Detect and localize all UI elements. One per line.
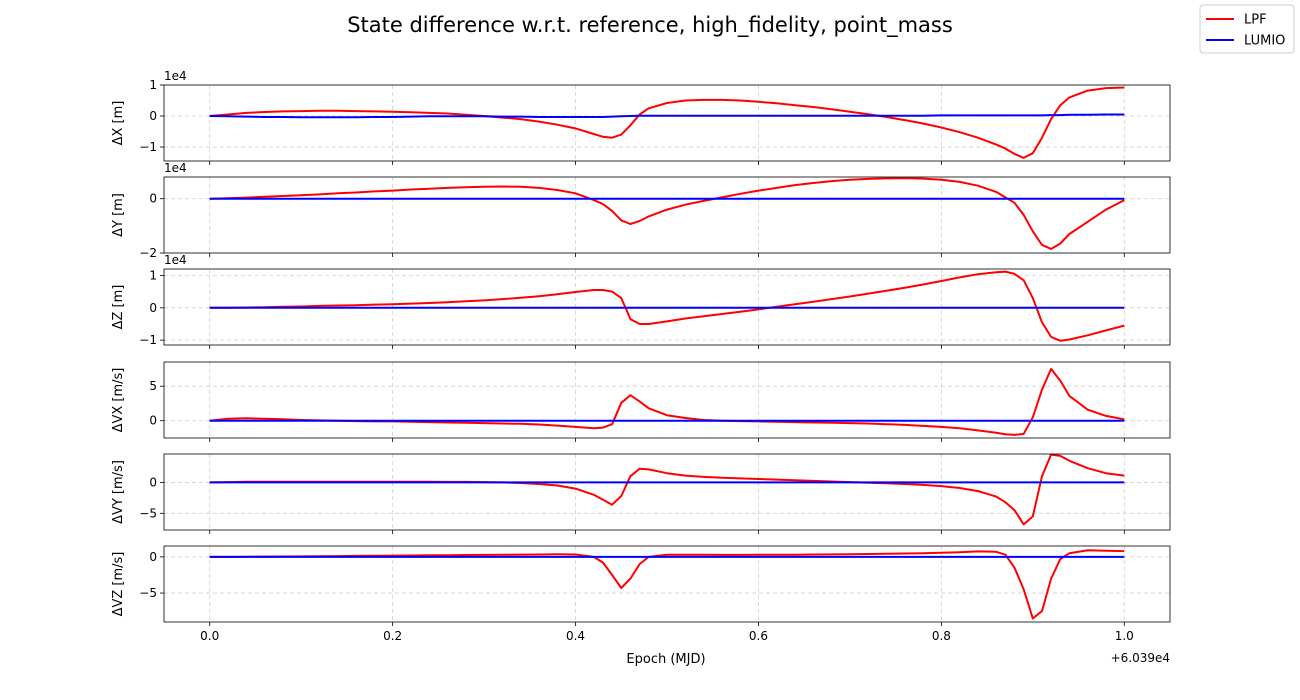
y-tick-label: 0	[149, 475, 157, 489]
y-tick-label: 0	[149, 414, 157, 428]
plot-frame	[163, 268, 1171, 346]
x-tick-label: 0.8	[932, 629, 951, 643]
legend: LPF LUMIO	[1199, 4, 1295, 54]
y-axis-label: ΔX [m]	[111, 101, 126, 146]
y-tick-label: −1	[139, 140, 157, 154]
subplot-3: −1 0 1 ΔZ [m] 1e4	[111, 253, 1171, 349]
plot-frame	[163, 545, 1171, 623]
figure-title: State difference w.r.t. reference, high_…	[347, 13, 953, 38]
subplot-5: −5 0 ΔVY [m/s]	[111, 453, 1171, 534]
plot-frame	[163, 453, 1171, 531]
y-exponent-label: 1e4	[164, 161, 187, 175]
y-exponent-label: 1e4	[164, 69, 187, 83]
y-tick-label: −5	[139, 506, 157, 520]
legend-label-lumio: LUMIO	[1244, 34, 1285, 49]
y-axis-label: ΔY [m]	[111, 193, 126, 237]
plot-area	[164, 177, 1170, 253]
y-axis-label: ΔVZ [m/s]	[111, 552, 126, 617]
series-line-lpf	[209, 270, 1125, 342]
x-tick-label: 0.0	[200, 629, 219, 643]
y-tick-label: 1	[149, 78, 157, 92]
y-tick-label: 0	[149, 550, 157, 564]
plot-area	[164, 362, 1170, 438]
plot-frame	[163, 361, 1171, 439]
plot-area	[164, 546, 1170, 622]
y-tick-label: −2	[139, 246, 157, 260]
x-axis-label: Epoch (MJD)	[626, 652, 705, 667]
subplot-1: −1 0 1 ΔX [m] 1e4	[111, 69, 1171, 165]
series-line-lumio	[209, 113, 1125, 119]
series-line-lpf	[209, 177, 1125, 250]
y-tick-label: 0	[149, 192, 157, 206]
subplot-4: 0 5 ΔVX [m/s]	[111, 361, 1171, 442]
plot-area	[164, 85, 1170, 161]
y-axis-label: ΔZ [m]	[111, 285, 126, 330]
y-axis-label: ΔVX [m/s]	[111, 368, 126, 433]
y-tick-label: 1	[149, 268, 157, 282]
legend-label-lpf: LPF	[1244, 13, 1267, 28]
y-tick-label: 0	[149, 301, 157, 315]
x-tick-label: 0.2	[383, 629, 402, 643]
y-axis-label: ΔVY [m/s]	[111, 460, 126, 524]
subplot-stack: −1 0 1 ΔX [m] 1e4 −2 0 ΔY [m] 1e4 −1 0 1 ΔZ [m] 1e4 0 5…	[111, 69, 1171, 643]
x-tick-label: 0.6	[749, 629, 768, 643]
y-tick-label: 0	[149, 109, 157, 123]
plot-area	[164, 454, 1170, 530]
plot-frame	[163, 84, 1171, 162]
y-tick-label: −5	[139, 586, 157, 600]
subplot-6: 0.0 0.2 0.4 0.6 0.8 1.0 −5 0 ΔVZ [m/s]	[111, 545, 1171, 643]
y-tick-label: 5	[149, 379, 157, 393]
x-tick-label: 0.4	[566, 629, 585, 643]
y-exponent-label: 1e4	[164, 253, 187, 267]
plot-frame	[163, 176, 1171, 254]
subplot-2: −2 0 ΔY [m] 1e4	[111, 161, 1171, 260]
x-tick-label: 1.0	[1115, 629, 1134, 643]
series-line-lpf	[209, 549, 1125, 620]
x-offset-label: +6.039e4	[1111, 651, 1170, 665]
y-tick-label: −1	[139, 333, 157, 347]
series-line-lpf	[209, 86, 1125, 159]
